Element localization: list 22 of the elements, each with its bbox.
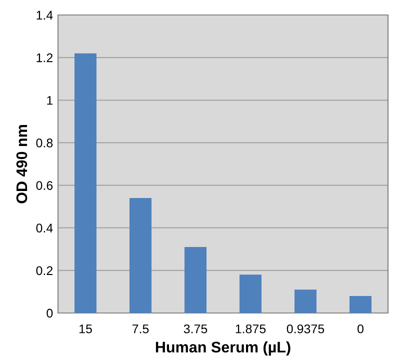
bar <box>184 247 206 313</box>
x-tick-label: 15 <box>80 324 92 334</box>
x-tick-label: 3.75 <box>184 324 208 334</box>
y-tick-label: 0 <box>46 308 53 318</box>
y-tick-label: 0.8 <box>36 138 53 148</box>
bar <box>74 53 96 313</box>
bar <box>240 274 262 313</box>
y-tick-label: 1.2 <box>36 53 53 62</box>
x-tick-label: 1.875 <box>236 324 266 334</box>
y-tick-label: 0.4 <box>36 224 53 233</box>
x-tick-label: 0.9375 <box>286 324 324 334</box>
x-axis-title: Human Serum (µL) <box>156 341 290 356</box>
y-tick-label: 0.6 <box>36 181 53 190</box>
y-tick-label: 1 <box>47 96 53 105</box>
y-tick-label: 0.2 <box>36 266 53 276</box>
x-tick-label: 7.5 <box>132 324 149 334</box>
bar <box>350 296 372 313</box>
y-axis-title: OD 490 nm <box>16 125 28 204</box>
y-tick-label: 1.4 <box>36 10 53 20</box>
bar <box>130 198 152 313</box>
x-tick-label: 0 <box>358 324 364 334</box>
bar <box>294 290 316 313</box>
